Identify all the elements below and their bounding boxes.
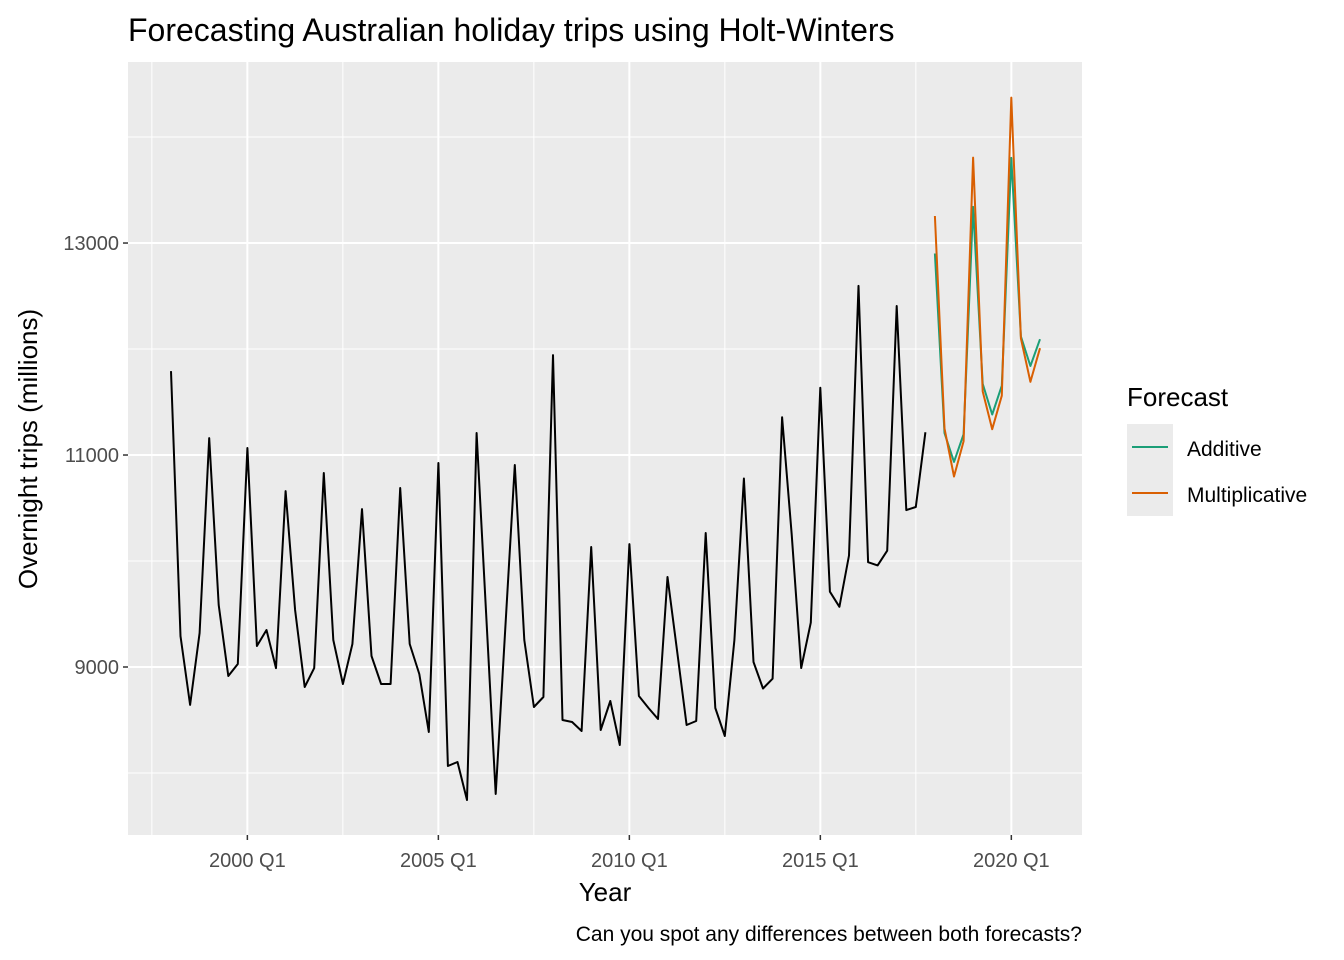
x-tick-label: 2015 Q1 xyxy=(782,850,859,872)
y-axis-label: Overnight trips (millions) xyxy=(13,309,43,589)
x-axis-label: Year xyxy=(579,877,632,907)
y-tick-label: 9000 xyxy=(75,657,120,679)
observed-series-line xyxy=(170,284,927,801)
legend-label-multiplicative: Multiplicative xyxy=(1187,484,1307,507)
y-tick-label: 13000 xyxy=(63,233,119,255)
multiplicative-forecast-line xyxy=(933,96,1041,478)
x-tick-label: 2000 Q1 xyxy=(209,850,286,872)
x-axis-ticks: 2000 Q1 2005 Q1 2010 Q1 2015 Q1 2020 Q1 xyxy=(209,835,1050,872)
x-tick-label: 2020 Q1 xyxy=(973,850,1050,872)
chart-title: Forecasting Australian holiday trips usi… xyxy=(128,12,895,48)
legend-title: Forecast xyxy=(1127,382,1229,412)
y-axis-ticks: 9000 11000 13000 xyxy=(63,233,128,679)
legend: Forecast Additive Multiplicative xyxy=(1127,382,1307,516)
y-tick-label: 11000 xyxy=(65,445,119,467)
legend-label-additive: Additive xyxy=(1187,438,1262,461)
x-tick-label: 2010 Q1 xyxy=(591,850,668,872)
x-tick-label: 2005 Q1 xyxy=(400,850,477,872)
series-lines xyxy=(170,96,1041,801)
chart-caption: Can you spot any differences between bot… xyxy=(576,923,1082,946)
